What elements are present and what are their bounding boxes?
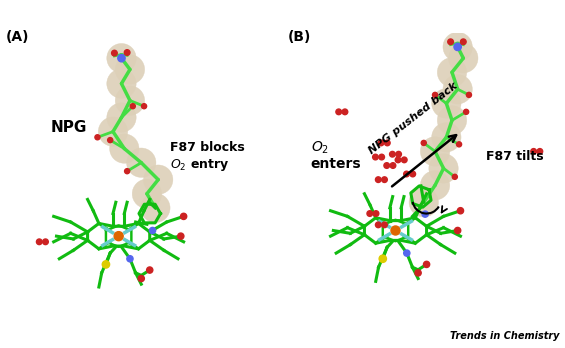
Circle shape [449, 44, 478, 73]
Text: $O_2$ entry: $O_2$ entry [170, 157, 229, 173]
Circle shape [379, 255, 386, 262]
Circle shape [443, 32, 472, 62]
Circle shape [458, 208, 463, 214]
Circle shape [410, 171, 416, 177]
Circle shape [138, 275, 144, 282]
Circle shape [421, 140, 427, 145]
Circle shape [375, 177, 381, 182]
Circle shape [132, 179, 162, 208]
Circle shape [114, 232, 123, 241]
Circle shape [437, 106, 467, 135]
Circle shape [422, 211, 428, 217]
Circle shape [429, 154, 458, 183]
Text: NPG pushed back: NPG pushed back [367, 81, 460, 156]
Circle shape [396, 151, 401, 157]
Circle shape [382, 177, 388, 182]
Circle shape [420, 137, 450, 166]
Circle shape [181, 213, 186, 220]
Circle shape [141, 104, 146, 109]
Text: (B): (B) [288, 30, 311, 44]
Circle shape [401, 157, 407, 163]
Circle shape [124, 50, 130, 55]
Circle shape [415, 270, 421, 276]
Circle shape [432, 92, 437, 97]
Circle shape [382, 222, 388, 228]
Circle shape [457, 142, 462, 147]
Text: (A): (A) [6, 30, 29, 44]
Circle shape [110, 134, 139, 163]
Circle shape [367, 211, 373, 216]
Circle shape [452, 174, 458, 179]
Circle shape [178, 233, 184, 239]
Circle shape [537, 149, 542, 154]
Text: Trends in Chemistry: Trends in Chemistry [450, 331, 559, 341]
Circle shape [336, 109, 341, 115]
Circle shape [432, 89, 461, 118]
Text: NPG: NPG [51, 120, 87, 135]
Circle shape [384, 163, 390, 168]
Circle shape [390, 163, 395, 168]
Circle shape [131, 104, 136, 109]
Circle shape [127, 256, 133, 262]
Circle shape [403, 250, 410, 256]
Text: F87 tilts: F87 tilts [486, 150, 544, 163]
Circle shape [107, 44, 136, 73]
Circle shape [424, 261, 429, 268]
Circle shape [342, 109, 347, 115]
Circle shape [531, 149, 537, 154]
Text: enters: enters [311, 157, 362, 171]
Circle shape [460, 39, 466, 45]
Circle shape [454, 43, 461, 50]
Circle shape [373, 211, 379, 216]
Circle shape [127, 148, 156, 177]
Circle shape [390, 151, 395, 157]
Circle shape [384, 140, 390, 146]
Circle shape [403, 171, 409, 177]
Circle shape [107, 137, 113, 143]
Circle shape [373, 154, 379, 160]
Circle shape [395, 157, 401, 163]
Circle shape [454, 227, 461, 234]
Circle shape [102, 261, 110, 268]
Circle shape [443, 74, 472, 104]
Circle shape [375, 222, 381, 228]
Circle shape [147, 267, 153, 273]
Circle shape [432, 122, 461, 152]
Text: $O_2$: $O_2$ [311, 140, 329, 156]
Circle shape [409, 188, 438, 217]
Circle shape [115, 86, 145, 115]
Circle shape [124, 169, 129, 174]
Circle shape [43, 239, 49, 245]
Circle shape [36, 239, 42, 245]
Circle shape [95, 135, 100, 140]
Circle shape [378, 140, 384, 146]
Circle shape [98, 117, 128, 146]
Circle shape [447, 39, 453, 45]
Circle shape [149, 227, 155, 234]
Circle shape [118, 55, 125, 62]
Circle shape [107, 69, 136, 98]
Circle shape [467, 92, 472, 97]
Circle shape [420, 171, 450, 200]
Circle shape [391, 226, 400, 235]
Circle shape [379, 154, 384, 160]
Circle shape [437, 58, 467, 87]
Text: F87 blocks: F87 blocks [170, 141, 244, 155]
Circle shape [463, 109, 469, 114]
Circle shape [111, 50, 118, 56]
Circle shape [107, 103, 136, 132]
Circle shape [141, 193, 170, 223]
Circle shape [115, 55, 145, 84]
Circle shape [144, 165, 173, 194]
